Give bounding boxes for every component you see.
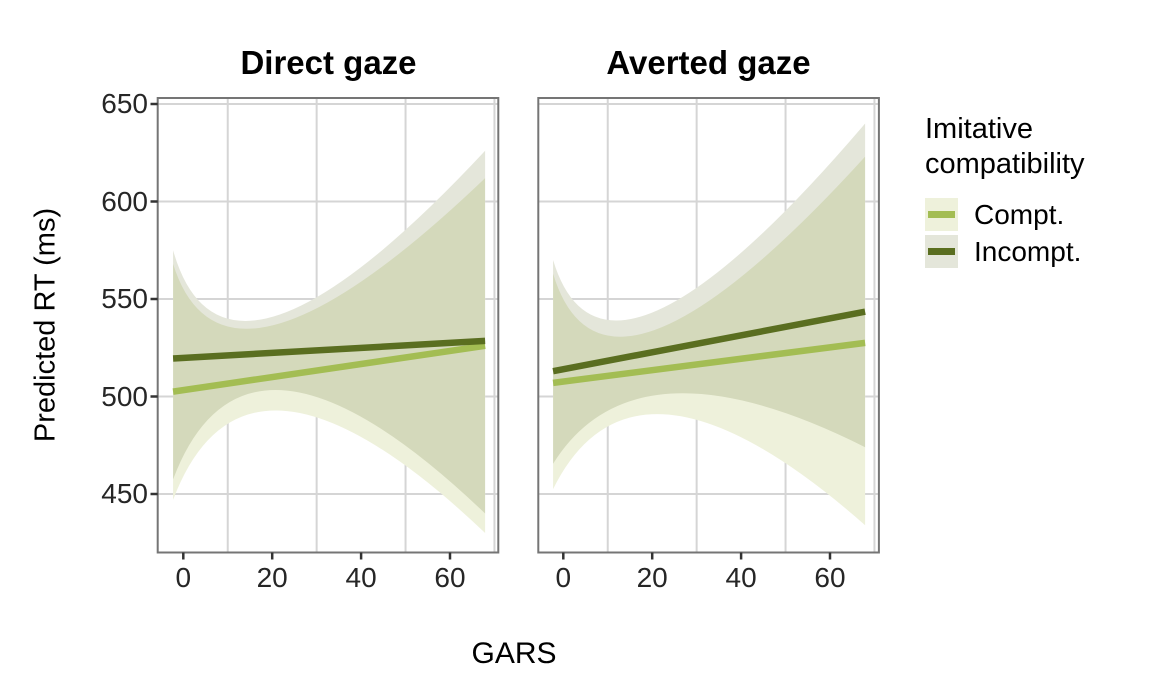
x-tick-label-60: 60 <box>814 562 846 593</box>
legend-label-incompt: Incompt. <box>974 236 1082 267</box>
x-tick-label-20: 20 <box>636 562 668 593</box>
line-incompt <box>172 337 486 362</box>
legend-key-incompt-swatch <box>925 235 958 268</box>
y-tick-label-600: 600 <box>101 185 148 217</box>
y-tick-label-450: 450 <box>101 478 148 509</box>
x-tick-label-20: 20 <box>256 562 288 593</box>
panel-border <box>156 97 500 554</box>
x-tick-label-40: 40 <box>345 562 377 593</box>
legend: Imitative compatibility Compt. Incompt. <box>925 112 1152 272</box>
x-axis-title: GARS <box>471 637 557 670</box>
compt-line-sample-icon <box>928 211 955 218</box>
line-incompt <box>552 308 866 375</box>
x-tick-label-60: 60 <box>434 562 466 593</box>
legend-key-compt-swatch <box>925 198 958 231</box>
legend-label-compt: Compt. <box>974 199 1065 230</box>
y-tick-label-500: 500 <box>101 380 148 412</box>
y-axis-title: Predicted RT (ms) <box>29 207 62 443</box>
incompt-line-sample-icon <box>928 248 955 255</box>
legend-title: Imitative compatibility <box>925 113 1085 180</box>
y-tick-label-550: 550 <box>101 283 148 314</box>
line-compt <box>172 342 486 395</box>
x-tick-label-0: 0 <box>175 562 192 593</box>
facet-title-direct-gaze: Direct gaze <box>240 44 417 81</box>
ribbon-group <box>173 150 486 533</box>
facet-title-averted-gaze: Averted gaze <box>606 44 811 81</box>
ribbon-group <box>553 123 866 526</box>
legend-entry-compt: Compt. <box>925 198 1152 231</box>
x-tick-label-40: 40 <box>725 562 757 593</box>
panel-border <box>537 97 880 554</box>
legend-entries: Compt. Incompt. <box>925 198 1152 268</box>
ribbon-compt <box>173 178 486 533</box>
line-compt <box>552 339 866 387</box>
x-tick-label-0: 0 <box>555 562 572 593</box>
legend-entry-incompt: Incompt. <box>925 235 1152 268</box>
y-tick-label-650: 650 <box>101 88 148 119</box>
